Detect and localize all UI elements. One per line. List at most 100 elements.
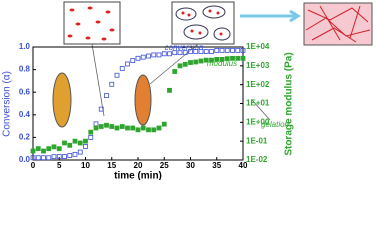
data-point — [214, 56, 220, 62]
data-point — [219, 47, 225, 53]
data-point — [140, 54, 146, 60]
particle-illustration — [52, 72, 72, 128]
data-point — [240, 55, 246, 61]
data-point — [56, 154, 62, 160]
data-point — [51, 144, 57, 150]
data-point — [114, 72, 120, 78]
data-point — [88, 129, 94, 135]
data-point — [41, 155, 46, 161]
data-point — [240, 47, 246, 53]
y2-axis-label: Storage modulus (Pa) — [284, 52, 295, 155]
data-point — [119, 124, 125, 129]
data-point — [161, 51, 167, 57]
data-point — [235, 55, 241, 61]
y2-tick-label: 1E+03 — [246, 61, 270, 70]
data-point — [203, 49, 209, 54]
data-point — [77, 140, 83, 146]
y-tick-label: 0.0 — [19, 155, 31, 164]
y-tick-label: 0.4 — [19, 110, 31, 119]
data-point — [125, 125, 130, 131]
data-point — [188, 49, 193, 54]
data-point — [109, 124, 115, 129]
data-point — [125, 61, 130, 67]
data-point — [151, 52, 157, 58]
y-axis-label: Conversion (α) — [2, 71, 13, 137]
x-tick-label: 30 — [186, 161, 195, 170]
data-point — [114, 125, 120, 131]
data-point — [230, 47, 235, 53]
y2-tick-label: 1E-02 — [246, 155, 268, 164]
data-point — [135, 127, 141, 133]
data-point — [156, 52, 162, 58]
data-point — [93, 121, 99, 127]
data-point — [161, 121, 167, 127]
clusters — [175, 5, 231, 41]
series-label: conversion — [165, 43, 204, 52]
data-point — [77, 149, 83, 155]
data-point — [93, 125, 99, 131]
data-point — [30, 148, 36, 154]
x-tick-label: 0 — [31, 161, 36, 170]
data-point — [130, 58, 136, 63]
data-point — [72, 151, 78, 157]
data-point — [198, 58, 204, 64]
y-tick-label: 0.6 — [19, 87, 31, 96]
data-point — [146, 53, 151, 59]
data-point — [140, 125, 146, 131]
data-point — [146, 127, 151, 133]
data-point — [214, 47, 220, 53]
particles — [181, 9, 223, 36]
data-point — [235, 47, 241, 53]
data-point — [177, 50, 183, 56]
y2-tick-label: 1E+00 — [246, 117, 270, 126]
data-point — [182, 61, 188, 67]
data-point — [72, 138, 78, 144]
data-point — [119, 66, 125, 71]
data-point — [130, 125, 136, 131]
data-point — [193, 59, 199, 65]
data-point — [193, 49, 199, 54]
data-point — [182, 50, 188, 56]
y-tick-label: 1.0 — [19, 42, 31, 51]
particles — [67, 6, 115, 41]
data-point — [46, 146, 52, 152]
x-tick-label: 25 — [160, 161, 169, 170]
data-point — [209, 57, 214, 63]
data-point — [41, 148, 46, 154]
data-point — [62, 154, 67, 160]
data-point — [209, 49, 214, 54]
y2-tick-label: 1E+04 — [246, 42, 270, 51]
pointer — [91, 43, 271, 121]
data-point — [109, 81, 115, 87]
network — [305, 5, 371, 43]
data-point — [30, 155, 36, 161]
data-point — [46, 155, 52, 161]
data-point — [172, 69, 178, 74]
y2-tick-label: 1E+01 — [246, 99, 270, 108]
data-point — [224, 47, 230, 53]
data-point — [62, 140, 67, 146]
particle-illustration — [134, 74, 152, 126]
illustrations — [52, 1, 373, 128]
data-point — [104, 122, 109, 128]
data-point — [35, 155, 41, 161]
annotation: gelation — [261, 120, 290, 129]
data-point — [219, 56, 225, 62]
data-point — [177, 63, 183, 69]
chart: conversion modulus gelation time (min) C… — [2, 1, 373, 180]
y2-tick-label: 1E+02 — [246, 80, 270, 89]
data-point — [83, 144, 88, 149]
x-tick-label: 5 — [57, 161, 62, 170]
data-point — [98, 106, 104, 112]
data-point — [67, 153, 73, 158]
data-point — [156, 125, 162, 131]
data-point — [135, 55, 141, 61]
data-point — [67, 142, 73, 148]
data-point — [98, 124, 104, 129]
data-point — [172, 50, 178, 56]
y2-tick-label: 1E-01 — [246, 136, 268, 145]
data-point — [51, 154, 57, 160]
y-tick-label: 0.8 — [19, 65, 31, 74]
x-tick-label: 35 — [212, 161, 221, 170]
y-tick-label: 0.2 — [19, 133, 31, 142]
